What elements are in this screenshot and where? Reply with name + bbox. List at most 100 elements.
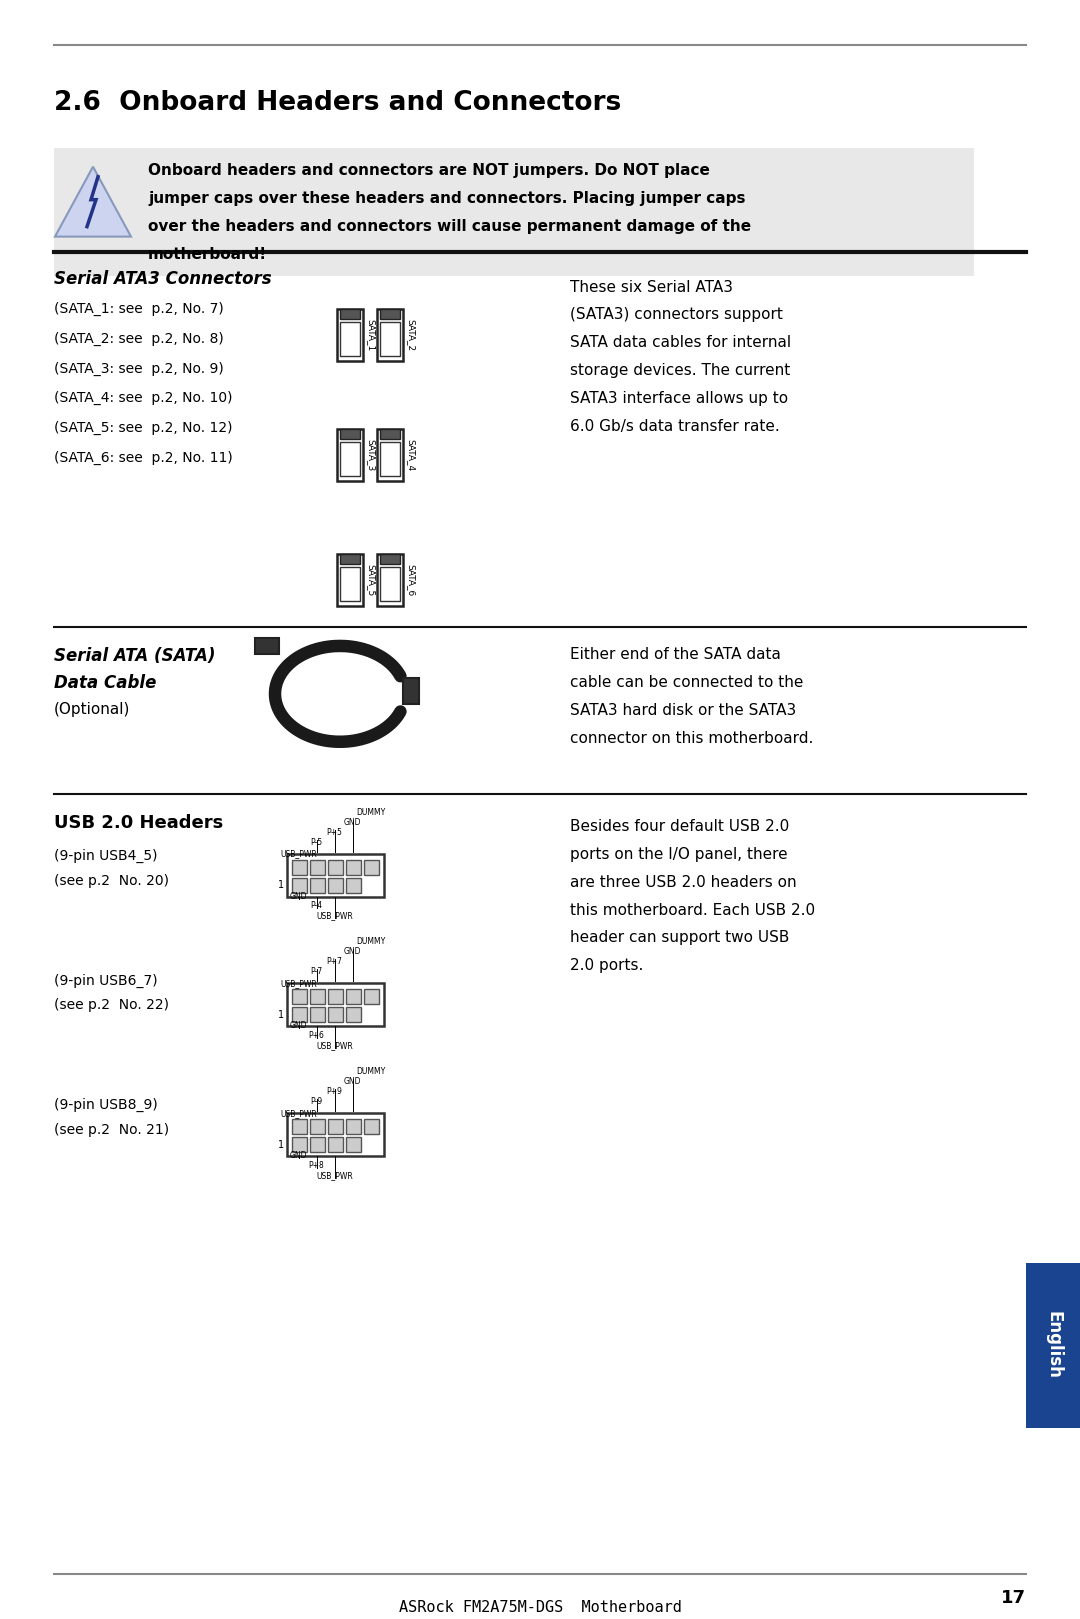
Bar <box>327 989 342 1004</box>
Text: SATA_5: SATA_5 <box>366 563 375 596</box>
Text: (see p.2  No. 22): (see p.2 No. 22) <box>54 999 168 1012</box>
Text: Either end of the SATA data: Either end of the SATA data <box>570 648 781 662</box>
Text: SATA_3: SATA_3 <box>366 439 375 471</box>
Text: this motherboard. Each USB 2.0: this motherboard. Each USB 2.0 <box>570 902 815 918</box>
Bar <box>286 983 383 1026</box>
Text: Onboard headers and connectors are NOT jumpers. Do NOT place: Onboard headers and connectors are NOT j… <box>148 164 710 178</box>
Bar <box>340 309 360 319</box>
Text: P-5: P-5 <box>310 837 323 847</box>
Bar <box>310 1137 324 1153</box>
Text: These six Serial ATA3: These six Serial ATA3 <box>570 280 733 295</box>
Bar <box>337 429 363 481</box>
Text: over the headers and connectors will cause permanent damage of the: over the headers and connectors will cau… <box>148 219 751 233</box>
Text: 6.0 Gb/s data transfer rate.: 6.0 Gb/s data transfer rate. <box>570 419 780 434</box>
Text: ports on the I/O panel, there: ports on the I/O panel, there <box>570 847 787 861</box>
Text: 2.6  Onboard Headers and Connectors: 2.6 Onboard Headers and Connectors <box>54 89 621 117</box>
Text: (Optional): (Optional) <box>54 701 131 717</box>
Bar <box>340 554 360 563</box>
Bar <box>292 1119 307 1135</box>
Text: (SATA_5: see  p.2, No. 12): (SATA_5: see p.2, No. 12) <box>54 421 232 436</box>
Text: Serial ATA (SATA): Serial ATA (SATA) <box>54 648 216 665</box>
Text: (SATA3) connectors support: (SATA3) connectors support <box>570 308 783 322</box>
Text: 2.0 ports.: 2.0 ports. <box>570 958 644 973</box>
Bar <box>377 309 403 361</box>
Text: (SATA_3: see  p.2, No. 9): (SATA_3: see p.2, No. 9) <box>54 361 224 376</box>
Bar <box>292 877 307 892</box>
Bar <box>292 1137 307 1153</box>
Text: header can support two USB: header can support two USB <box>570 931 789 945</box>
Text: SATA data cables for internal: SATA data cables for internal <box>570 335 792 350</box>
Text: (SATA_4: see  p.2, No. 10): (SATA_4: see p.2, No. 10) <box>54 392 232 405</box>
Text: USB 2.0 Headers: USB 2.0 Headers <box>54 814 224 832</box>
Text: GND: GND <box>289 1022 307 1030</box>
Bar <box>380 429 400 439</box>
Bar <box>377 429 403 481</box>
Text: Serial ATA3 Connectors: Serial ATA3 Connectors <box>54 269 272 288</box>
Bar <box>286 1114 383 1156</box>
Text: P+7: P+7 <box>326 957 342 967</box>
Bar <box>54 147 974 275</box>
Text: are three USB 2.0 headers on: are three USB 2.0 headers on <box>570 874 797 889</box>
Bar <box>255 638 279 654</box>
Bar <box>380 554 400 563</box>
Text: P-7: P-7 <box>310 968 323 976</box>
Bar <box>310 1007 324 1022</box>
Text: 1: 1 <box>279 881 284 890</box>
Bar <box>340 567 360 601</box>
Text: USB_PWR: USB_PWR <box>316 911 353 921</box>
Text: (SATA_1: see  p.2, No. 7): (SATA_1: see p.2, No. 7) <box>54 301 224 316</box>
Text: P+9: P+9 <box>326 1088 342 1096</box>
Bar <box>327 860 342 874</box>
Text: P+5: P+5 <box>326 827 342 837</box>
Polygon shape <box>55 167 131 236</box>
Text: Besides four default USB 2.0: Besides four default USB 2.0 <box>570 819 789 834</box>
Bar <box>286 853 383 897</box>
Text: SATA_6: SATA_6 <box>406 563 415 596</box>
Text: (9-pin USB6_7): (9-pin USB6_7) <box>54 973 158 988</box>
Text: SATA_4: SATA_4 <box>406 439 415 471</box>
Text: jumper caps over these headers and connectors. Placing jumper caps: jumper caps over these headers and conne… <box>148 191 745 206</box>
Bar <box>310 1119 324 1135</box>
Bar <box>327 877 342 892</box>
Text: SATA3 hard disk or the SATA3: SATA3 hard disk or the SATA3 <box>570 703 796 717</box>
Text: SATA3 interface allows up to: SATA3 interface allows up to <box>570 392 788 406</box>
Bar <box>346 860 361 874</box>
Text: P-9: P-9 <box>310 1098 323 1106</box>
Text: (9-pin USB4_5): (9-pin USB4_5) <box>54 848 158 863</box>
Bar <box>364 989 378 1004</box>
Text: GND: GND <box>343 1077 361 1086</box>
Bar <box>310 989 324 1004</box>
Text: (see p.2  No. 20): (see p.2 No. 20) <box>54 874 168 887</box>
Bar <box>377 554 403 606</box>
Text: ASRock FM2A75M-DGS  Motherboard: ASRock FM2A75M-DGS Motherboard <box>399 1600 681 1616</box>
Bar <box>346 989 361 1004</box>
Text: GND: GND <box>343 818 361 827</box>
Bar <box>380 322 400 356</box>
Text: USB_PWR: USB_PWR <box>316 1041 353 1051</box>
Bar <box>346 1007 361 1022</box>
Bar <box>327 1007 342 1022</box>
Bar <box>403 678 419 704</box>
Text: storage devices. The current: storage devices. The current <box>570 363 791 379</box>
Bar <box>380 442 400 476</box>
Bar <box>380 309 400 319</box>
Bar <box>364 860 378 874</box>
Bar <box>364 1119 378 1135</box>
Text: USB_PWR: USB_PWR <box>280 979 316 988</box>
Text: (9-pin USB8_9): (9-pin USB8_9) <box>54 1098 158 1112</box>
Bar <box>346 877 361 892</box>
Text: GND: GND <box>289 1151 307 1161</box>
Bar <box>310 877 324 892</box>
Text: 1: 1 <box>279 1140 284 1149</box>
Text: Data Cable: Data Cable <box>54 674 157 691</box>
Text: USB_PWR: USB_PWR <box>280 1109 316 1119</box>
Text: P-4: P-4 <box>310 902 323 910</box>
Bar <box>337 309 363 361</box>
Text: English: English <box>1044 1311 1062 1379</box>
Text: (SATA_6: see  p.2, No. 11): (SATA_6: see p.2, No. 11) <box>54 452 233 465</box>
Bar <box>346 1119 361 1135</box>
Bar <box>340 442 360 476</box>
Text: SATA_1: SATA_1 <box>366 319 375 351</box>
Text: DUMMY: DUMMY <box>356 937 386 947</box>
Bar <box>327 1119 342 1135</box>
